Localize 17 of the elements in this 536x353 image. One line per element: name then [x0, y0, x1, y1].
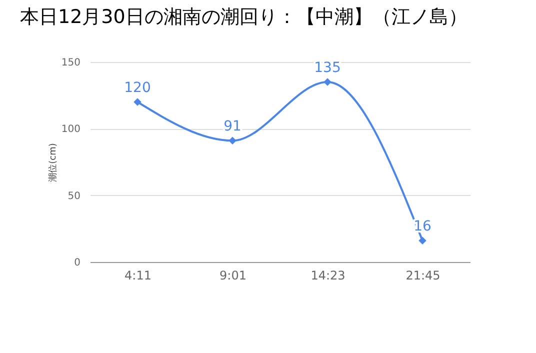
- point: [228, 136, 236, 145]
- x-tick-label: 14:23: [310, 268, 346, 282]
- x-tick-label: 21:45: [406, 268, 440, 282]
- point: [324, 78, 332, 86]
- point: [418, 236, 426, 245]
- data-label: 135: [314, 60, 341, 76]
- data-label: 120: [124, 80, 151, 96]
- x-tick-label: 9:01: [220, 268, 246, 282]
- point: [134, 98, 142, 106]
- data-label: 91: [224, 118, 242, 135]
- y-tick-label: 50: [68, 190, 80, 202]
- x-tick-label: 4:11: [124, 268, 152, 282]
- y-axis-title: 潮位(cm): [47, 143, 58, 182]
- y-tick-label: 150: [61, 58, 80, 68]
- chart-title: 本日12月30日の湘南の潮回り：【中潮】（江ノ島）: [20, 6, 468, 28]
- y-tick-label: 100: [61, 124, 80, 136]
- y-tick-label: 0: [74, 258, 80, 268]
